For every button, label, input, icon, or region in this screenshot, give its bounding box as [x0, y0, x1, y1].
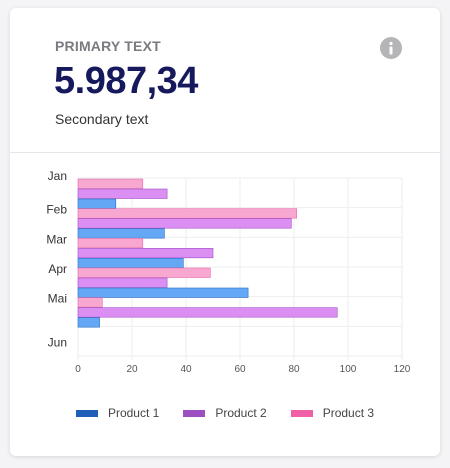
info-icon[interactable] [380, 37, 402, 59]
y-tick-label: Jun [48, 335, 67, 349]
x-tick-label: 60 [234, 364, 246, 375]
bar-product-3-jan [77, 178, 144, 189]
legend-label-product-2: Product 2 [215, 406, 267, 420]
y-tick-label: Mar [46, 232, 67, 246]
bar-product-3-feb [77, 208, 297, 219]
legend-swatch-product-2 [183, 409, 206, 417]
bar-product-2-jan [77, 188, 168, 199]
legend-swatch-product-1 [75, 409, 98, 417]
x-tick-label: 40 [180, 364, 192, 375]
bar-chart: 0 20 40 60 80 100 120 Jan Feb Mar Apr Mai Jun [46, 169, 411, 375]
legend-label-product-1: Product 1 [107, 406, 160, 420]
bar-product-1-mar [77, 258, 184, 269]
x-tick-label: 0 [75, 364, 81, 375]
legend-item-product-2[interactable]: Product 2 [183, 406, 267, 420]
legend-swatch-product-3 [290, 409, 313, 417]
x-tick-label: 80 [288, 364, 300, 375]
legend-label-product-3: Product 3 [322, 406, 375, 420]
bar-product-1-jan [77, 198, 117, 209]
secondary-label: Secondary text [55, 111, 149, 127]
x-tick-label: 120 [394, 364, 411, 375]
bar-product-1-mai [77, 317, 100, 328]
bar-product-2-apr [77, 277, 168, 288]
bar-product-3-mar [77, 238, 144, 249]
bar-product-3-apr [77, 267, 211, 278]
bar-product-1-apr [77, 287, 249, 298]
y-tick-label: Jan [48, 169, 67, 183]
bar-product-2-feb [77, 218, 292, 229]
y-tick-label: Mai [48, 292, 67, 306]
primary-label: PRIMARY TEXT [55, 38, 161, 54]
kpi-card: PRIMARY TEXT 5.987,34 Secondary text 0 20… [10, 8, 440, 456]
chart-legend: Product 1 Product 2 Product 3 [10, 406, 440, 420]
kpi-value: 5.987,34 [54, 60, 198, 102]
x-tick-label: 20 [126, 364, 138, 375]
card-header: PRIMARY TEXT 5.987,34 Secondary text [10, 8, 440, 153]
bar-product-2-mai [77, 307, 338, 318]
bar-product-1-feb [77, 228, 165, 239]
bar-product-2-mar [77, 248, 214, 259]
x-tick-label: 100 [340, 364, 357, 375]
y-tick-label: Feb [46, 203, 67, 217]
legend-item-product-3[interactable]: Product 3 [290, 406, 375, 420]
bar-product-3-mai [77, 297, 103, 308]
legend-item-product-1[interactable]: Product 1 [75, 406, 160, 420]
y-tick-label: Apr [48, 262, 67, 276]
